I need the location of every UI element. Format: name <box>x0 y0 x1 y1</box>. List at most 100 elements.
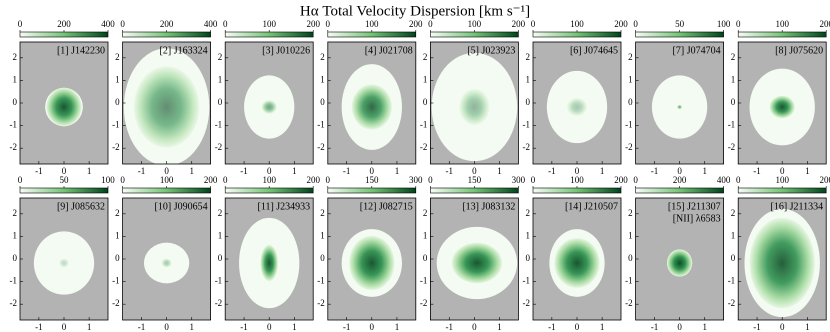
colorbar-tick-label: 100 <box>570 175 584 185</box>
colorbar-tick-label: 200 <box>614 175 628 185</box>
colorbar-tick-label: 100 <box>468 19 482 29</box>
panel-label: [2] J163324 <box>160 45 208 56</box>
y-tick-label: 0 <box>731 97 736 107</box>
y-tick-label: 1 <box>218 74 223 84</box>
y-tick-label: -1 <box>625 276 633 286</box>
y-tick-label: -2 <box>625 142 633 152</box>
map-core <box>566 97 588 117</box>
y-tick-label: 1 <box>628 230 633 240</box>
colorbar <box>532 187 622 194</box>
y-tick-label: 0 <box>320 97 325 107</box>
colorbar-tick-label: 0 <box>223 175 228 185</box>
colorbar-tick-label: 100 <box>160 175 174 185</box>
colorbar-tick-label: 50 <box>60 175 70 185</box>
colorbar-tick-label: 0 <box>428 19 433 29</box>
y-tick-label: 0 <box>115 253 120 263</box>
colorbar-tick-label: 100 <box>365 19 379 29</box>
map-core <box>451 242 503 284</box>
map-core <box>554 238 600 288</box>
y-tick-label: 1 <box>423 74 428 84</box>
y-tick-label: 2 <box>526 52 531 62</box>
x-tick-label: -1 <box>446 166 454 176</box>
y-tick-label: -2 <box>112 298 120 308</box>
colorbar-tick-label: 0 <box>326 19 331 29</box>
colorbar-tick-label: 200 <box>306 175 320 185</box>
y-tick-label: 0 <box>218 97 223 107</box>
colorbar-tick-label: 100 <box>262 175 276 185</box>
panel: 0 100 200 -1 0 1 -2 -1 0 1 2 [14] J210507 <box>523 175 629 332</box>
map-core <box>260 244 279 282</box>
map-core <box>58 258 70 268</box>
x-tick-label: -1 <box>651 322 659 332</box>
colorbar-tick-label: 300 <box>512 175 526 185</box>
x-tick-label: 1 <box>292 322 297 332</box>
x-tick-label: 1 <box>189 166 194 176</box>
y-tick-label: 0 <box>115 97 120 107</box>
x-tick-label: 0 <box>370 322 375 332</box>
y-tick-label: -1 <box>523 276 531 286</box>
y-tick-label: 0 <box>423 253 428 263</box>
panel-label: [5] J023923 <box>467 45 515 56</box>
x-tick-label: 0 <box>62 322 67 332</box>
y-tick-label: -1 <box>523 120 531 130</box>
y-tick-label: -1 <box>112 276 120 286</box>
y-tick-label: -1 <box>728 276 736 286</box>
y-tick-label: 2 <box>423 52 428 62</box>
x-tick-label: 1 <box>600 322 605 332</box>
panel: 0 200 400 -1 0 1 -2 -1 0 1 2 [15] J211307[NII] λ658… <box>625 175 731 332</box>
colorbar <box>430 187 519 194</box>
y-tick-label: 0 <box>526 97 531 107</box>
y-tick-label: 0 <box>628 253 633 263</box>
y-tick-label: 2 <box>320 208 325 218</box>
x-tick-label: -1 <box>240 322 248 332</box>
y-tick-label: -2 <box>215 298 223 308</box>
map <box>239 217 300 309</box>
colorbar-tick-label: 0 <box>531 19 536 29</box>
map <box>123 48 210 164</box>
colorbar-tick-label: 200 <box>306 19 320 29</box>
y-tick-label: 1 <box>320 230 325 240</box>
y-tick-label: 2 <box>218 52 223 62</box>
map <box>341 229 402 297</box>
panel-label: [12] J082715 <box>360 201 413 212</box>
panel-label: [10] J090654 <box>155 201 208 212</box>
y-tick-label: -1 <box>420 120 428 130</box>
colorbar-tick-label: 200 <box>614 19 628 29</box>
colorbar-tick-label: 300 <box>409 175 423 185</box>
y-tick-label: 2 <box>423 208 428 218</box>
x-tick-label: 0 <box>780 166 785 176</box>
panel: 0 100 200 -1 0 1 -2 -1 0 1 2 [3] J010226 <box>215 19 321 176</box>
y-tick-label: 0 <box>423 97 428 107</box>
y-tick-label: -1 <box>10 120 18 130</box>
colorbar-tick-label: 0 <box>428 175 433 185</box>
panel: 0 200 400 -1 0 1 -2 -1 0 1 2 [2] J163324 <box>112 19 218 176</box>
y-tick-label: -2 <box>317 142 325 152</box>
colorbar-tick-label: 200 <box>160 19 174 29</box>
colorbar-tick-label: 100 <box>775 175 789 185</box>
y-tick-label: 1 <box>218 230 223 240</box>
map-core <box>349 235 395 291</box>
x-tick-label: 1 <box>87 166 92 176</box>
panel: 0 50 100 -1 0 1 -2 -1 0 1 2 [7] J074704 <box>625 19 731 176</box>
colorbar <box>224 187 314 194</box>
y-tick-label: -1 <box>317 276 325 286</box>
map-core <box>161 258 172 268</box>
map-core <box>459 88 490 126</box>
y-tick-label: -1 <box>112 120 120 130</box>
y-tick-label: 1 <box>628 74 633 84</box>
x-tick-label: 0 <box>62 166 67 176</box>
colorbar-tick-label: 200 <box>204 175 218 185</box>
colorbar-tick-label: 200 <box>673 175 687 185</box>
x-tick-label: 0 <box>164 322 169 332</box>
panel-label: [1] J142230 <box>57 45 105 56</box>
panel: 0 100 200 -1 0 1 -2 -1 0 1 2 [4] J021708 <box>317 19 423 176</box>
x-tick-label: -1 <box>35 166 43 176</box>
colorbar <box>635 187 724 194</box>
x-tick-label: 0 <box>677 166 682 176</box>
colorbar-tick-label: 200 <box>409 19 423 29</box>
y-tick-label: 2 <box>218 208 223 218</box>
map <box>33 231 95 295</box>
y-tick-label: -2 <box>420 142 428 152</box>
map <box>341 64 402 150</box>
